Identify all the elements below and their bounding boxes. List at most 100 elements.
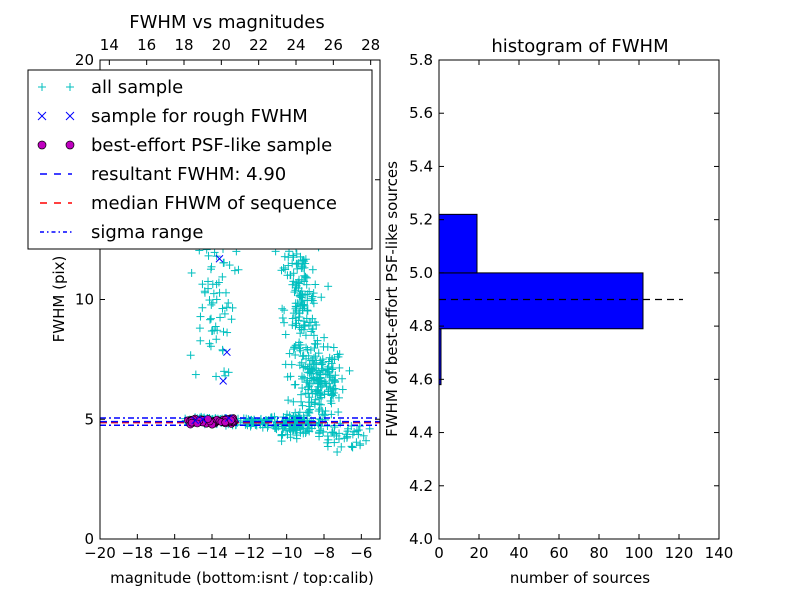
all-sample-point <box>309 331 318 340</box>
all-sample-point <box>227 315 236 324</box>
all-sample-point <box>278 430 287 439</box>
all-sample-point <box>334 408 343 417</box>
rough-sample-point <box>198 415 207 424</box>
all-sample-point <box>302 314 311 323</box>
x-tick-label: −8 <box>313 544 335 562</box>
all-sample-point <box>281 330 290 339</box>
all-sample-point <box>243 419 252 428</box>
all-sample-point <box>186 351 195 360</box>
all-sample-point <box>301 255 310 264</box>
all-sample-point <box>314 385 323 394</box>
all-sample-point <box>297 372 306 381</box>
all-sample-point <box>306 318 315 327</box>
all-sample-point <box>335 363 344 372</box>
all-sample-point <box>319 427 328 436</box>
histogram-bar <box>438 213 478 274</box>
all-sample-point <box>295 338 304 347</box>
all-sample-point <box>319 342 328 351</box>
all-sample-point <box>216 313 225 322</box>
all-sample-point <box>307 294 316 303</box>
all-sample-point <box>289 269 298 278</box>
all-sample-point <box>288 314 297 323</box>
all-sample-point <box>292 434 301 443</box>
all-sample-point <box>345 366 354 375</box>
all-sample-point <box>328 428 337 437</box>
all-sample-point <box>295 361 304 370</box>
all-sample-point <box>295 279 304 288</box>
all-sample-point <box>290 343 299 352</box>
all-sample-point <box>234 265 243 274</box>
legend-entry: sample for rough FWHM <box>37 106 308 127</box>
all-sample-point <box>290 288 299 297</box>
all-sample-point <box>207 300 216 309</box>
all-sample-point <box>220 258 229 267</box>
legend-marker-circle <box>37 140 47 150</box>
all-sample-point <box>278 314 287 323</box>
all-sample-point <box>306 405 315 414</box>
all-sample-point <box>330 438 339 447</box>
all-sample-point <box>286 433 295 442</box>
all-sample-point <box>320 390 329 399</box>
all-sample-point <box>304 406 313 415</box>
all-sample-point <box>334 393 343 402</box>
all-sample-point <box>317 293 326 302</box>
y-tick-label: 5 <box>84 410 94 428</box>
top-x-tick-label: 16 <box>137 36 156 54</box>
hist-y-tick-label: 5.2 <box>409 211 433 229</box>
x-tick-label: −16 <box>159 544 191 562</box>
all-sample-point <box>210 248 219 257</box>
all-sample-point <box>195 324 204 333</box>
all-sample-point <box>338 374 347 383</box>
all-sample-point <box>208 326 217 335</box>
all-sample-point <box>196 336 205 345</box>
all-sample-point <box>288 426 297 435</box>
psf-sample-point <box>204 415 212 423</box>
all-sample-point <box>299 429 308 438</box>
all-sample-point <box>207 314 216 323</box>
hist-x-tick-label: 100 <box>625 544 654 562</box>
all-sample-point <box>298 401 307 410</box>
all-sample-point <box>365 424 374 433</box>
x-tick-label: −12 <box>234 544 266 562</box>
rough-sample-point <box>224 414 233 422</box>
top-x-tick-label: 18 <box>174 36 193 54</box>
all-sample-point <box>301 331 310 340</box>
all-sample-point <box>323 432 332 441</box>
hist-y-tick-label: 4.6 <box>409 370 433 388</box>
all-sample-point <box>362 436 371 445</box>
all-sample-point <box>317 360 326 369</box>
all-sample-point <box>333 447 342 456</box>
all-sample-point <box>352 438 361 447</box>
histogram-title: histogram of FWHM <box>491 36 668 57</box>
all-sample-point <box>313 389 322 398</box>
all-sample-point <box>191 370 200 379</box>
all-sample-point <box>300 302 309 311</box>
all-sample-point <box>280 306 289 315</box>
all-sample-point <box>302 343 311 352</box>
all-sample-point <box>286 372 295 381</box>
all-sample-point <box>278 304 287 313</box>
top-x-tick-label: 22 <box>249 36 268 54</box>
all-sample-point <box>198 280 207 289</box>
all-sample-point <box>280 318 289 327</box>
all-sample-point <box>293 264 302 273</box>
all-sample-point <box>288 280 297 289</box>
all-sample-point <box>295 312 304 321</box>
all-sample-point <box>308 325 317 334</box>
all-sample-point <box>215 288 224 297</box>
all-sample-point <box>311 352 320 361</box>
hist-x-tick-label: 60 <box>549 544 568 562</box>
all-sample-point <box>263 423 272 432</box>
all-sample-point <box>292 249 301 258</box>
histogram-ticks: 0 20 40 60 80 100 120 140 4.0 4.2 4.4 4.6 4.8 5.0 5.2 5… <box>409 51 733 562</box>
all-sample-point <box>304 389 313 398</box>
all-sample-point <box>212 295 221 304</box>
all-sample-point <box>299 413 308 422</box>
x-tick-label: −20 <box>84 544 116 562</box>
all-sample-point <box>291 286 300 295</box>
all-sample-point <box>223 328 232 337</box>
all-sample-point <box>297 264 306 273</box>
hist-x-tick-label: 80 <box>589 544 608 562</box>
all-sample-point <box>280 252 289 261</box>
legend-marker-x <box>37 111 47 121</box>
